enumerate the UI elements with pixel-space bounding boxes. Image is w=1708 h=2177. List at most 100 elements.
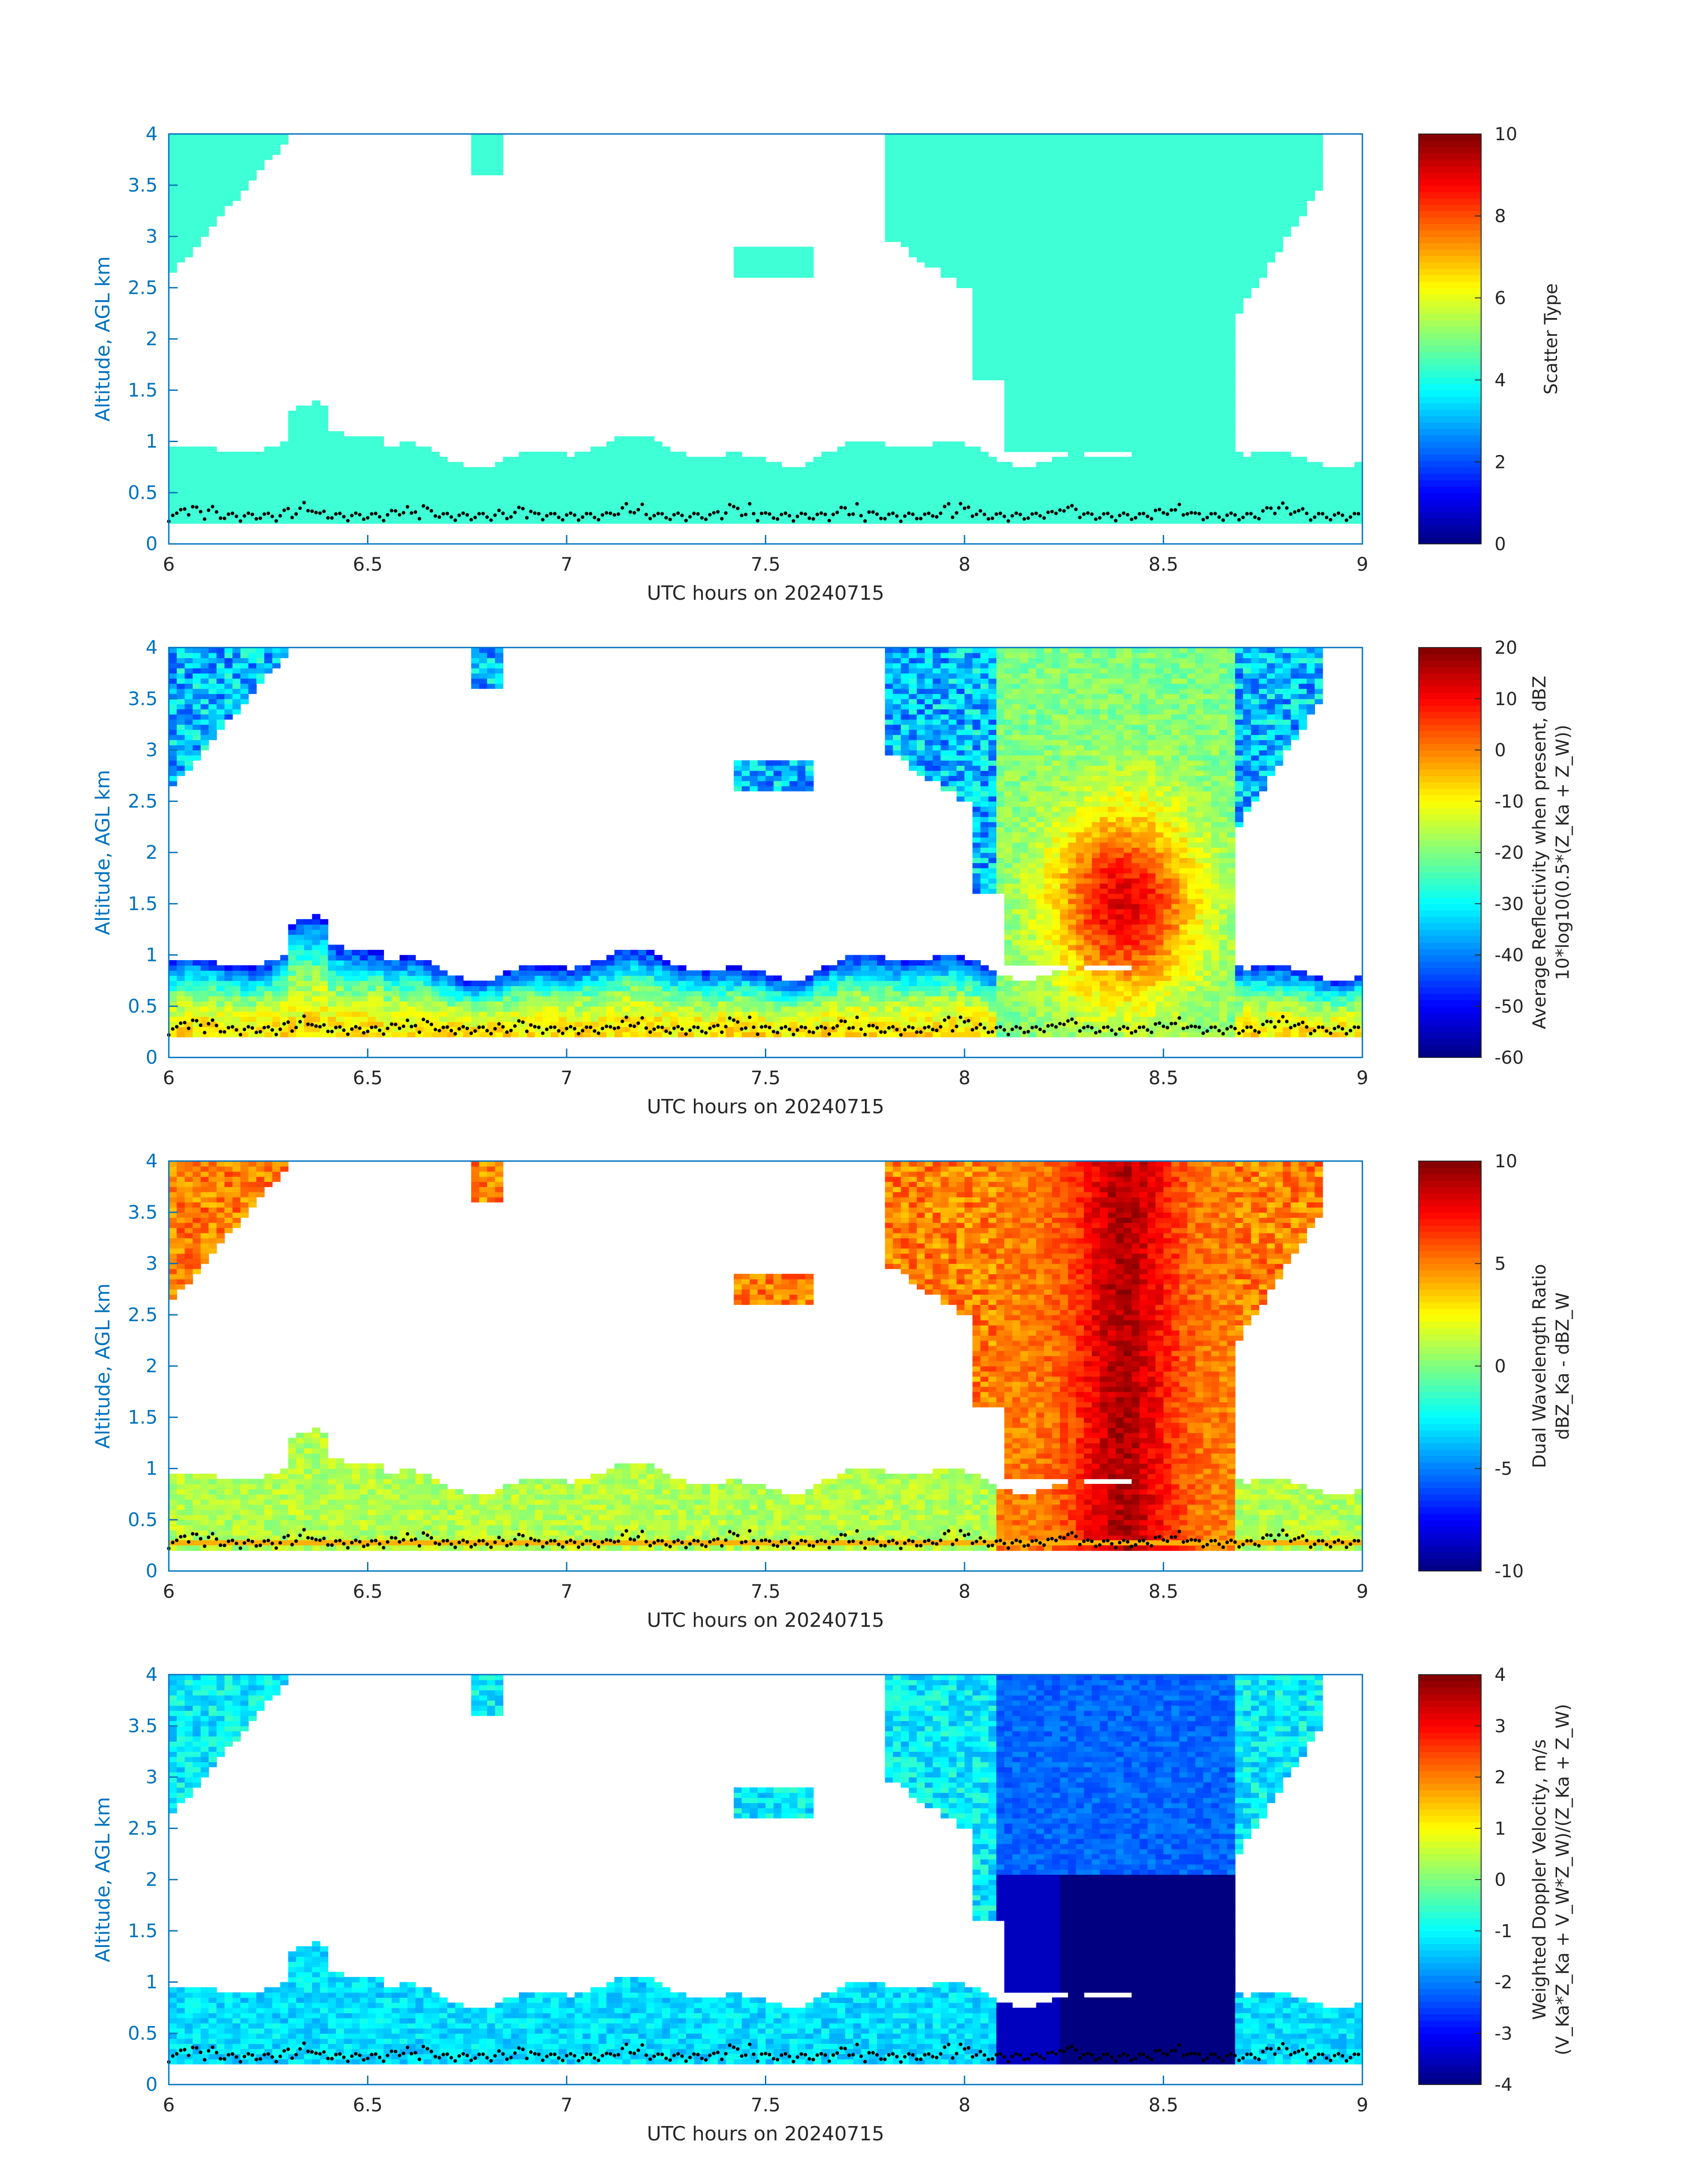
heatmap-cell (359, 508, 368, 514)
heatmap-cell (980, 282, 989, 288)
heatmap-cell (1251, 205, 1260, 211)
heatmap-cell (1227, 242, 1236, 247)
heatmap-cell (582, 518, 591, 524)
heatmap-cell (980, 375, 989, 380)
heatmap-cell (885, 518, 894, 524)
heatmap-cell (224, 477, 233, 483)
heatmap-cell (909, 447, 917, 452)
heatmap-cell (924, 447, 933, 452)
heatmap-cell (423, 467, 432, 473)
heatmap-cell (1243, 472, 1252, 478)
heatmap-cell (1243, 211, 1252, 217)
heatmap-cell (1267, 242, 1275, 247)
heatmap-cell (853, 487, 862, 493)
heatmap-cell (742, 472, 750, 478)
heatmap-cell (869, 467, 877, 473)
heatmap-cell (893, 472, 902, 478)
heatmap-cell (1084, 257, 1092, 263)
heatmap-cell (821, 518, 830, 524)
heatmap-cell (1219, 159, 1228, 165)
heatmap-cell (1099, 431, 1108, 437)
heatmap-cell (590, 447, 599, 452)
heatmap-cell (980, 487, 989, 493)
heatmap-cell (1115, 298, 1124, 304)
heatmap-cell (1132, 221, 1140, 227)
heatmap-cell (805, 482, 814, 488)
heatmap-cell (861, 477, 869, 483)
heatmap-cell (503, 518, 511, 524)
heatmap-cell (1195, 380, 1204, 386)
heatmap-cell (1243, 292, 1252, 298)
heatmap-cell (526, 513, 535, 519)
heatmap-cell (980, 288, 989, 293)
heatmap-cell (209, 175, 217, 181)
heatmap-cell (1155, 359, 1164, 365)
heatmap-cell (176, 154, 185, 160)
heatmap-cell (1052, 257, 1061, 263)
heatmap-cell (1155, 426, 1164, 432)
heatmap-cell (1315, 175, 1323, 181)
heatmap-cell (1092, 472, 1100, 478)
heatmap-cell (996, 303, 1005, 309)
heatmap-cell (1107, 308, 1116, 314)
heatmap-cell (1299, 462, 1307, 468)
heatmap-cell (200, 144, 209, 150)
heatmap-cell (940, 149, 949, 155)
heatmap-cell (1107, 251, 1116, 258)
heatmap-cell (1132, 493, 1140, 498)
heatmap-cell (980, 154, 989, 160)
heatmap-cell (1147, 482, 1156, 488)
heatmap-cell (1012, 170, 1021, 175)
heatmap-cell (972, 231, 981, 237)
heatmap-cell (351, 482, 360, 488)
heatmap-cell (877, 467, 885, 473)
heatmap-cell (1060, 497, 1069, 503)
heatmap-cell (1195, 405, 1204, 411)
heatmap-cell (1171, 236, 1180, 242)
heatmap-cell (169, 180, 177, 186)
heatmap-cell (1132, 195, 1140, 201)
heatmap-cell (948, 487, 957, 493)
heatmap-cell (176, 175, 185, 181)
heatmap-cell (948, 472, 957, 478)
heatmap-cell (1092, 395, 1100, 401)
heatmap-cell (956, 154, 965, 160)
heatmap-cell (176, 462, 185, 468)
heatmap-cell (1330, 472, 1339, 478)
heatmap-cell (1299, 164, 1307, 171)
heatmap-cell (1155, 288, 1164, 293)
heatmap-cell (526, 497, 535, 503)
heatmap-cell (1203, 400, 1212, 406)
heatmap-cell (503, 508, 511, 514)
heatmap-cell (1036, 369, 1044, 376)
heatmap-cell (1267, 180, 1275, 186)
heatmap-cell (805, 477, 814, 483)
heatmap-cell (1275, 144, 1283, 150)
heatmap-cell (924, 170, 933, 175)
heatmap-cell (1068, 421, 1077, 426)
heatmap-cell (344, 472, 352, 478)
heatmap-cell (1211, 247, 1219, 252)
heatmap-cell (734, 262, 742, 268)
heatmap-cell (288, 431, 296, 437)
heatmap-cell (694, 462, 702, 468)
heatmap-cell (495, 482, 504, 488)
heatmap-cell (948, 503, 957, 509)
heatmap-cell (1060, 323, 1069, 329)
heatmap-cell (256, 508, 265, 514)
heatmap-cell (1076, 426, 1085, 432)
heatmap-cell (1020, 175, 1029, 181)
heatmap-cell (1123, 288, 1132, 293)
heatmap-cell (1267, 144, 1275, 150)
heatmap-cell (773, 257, 782, 263)
heatmap-cell (1187, 339, 1196, 345)
heatmap-cell (821, 487, 830, 493)
heatmap-cell (932, 467, 941, 473)
heatmap-cell (901, 201, 909, 206)
heatmap-cell (1132, 247, 1140, 252)
heatmap-cell (439, 513, 448, 519)
heatmap-cell (1123, 236, 1132, 242)
heatmap-cell (367, 467, 376, 473)
heatmap-cell (1060, 482, 1069, 488)
heatmap-cell (1036, 149, 1044, 155)
